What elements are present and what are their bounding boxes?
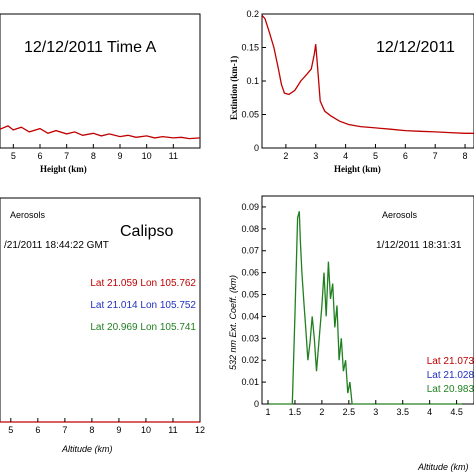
x-tick-label: 8 bbox=[91, 151, 96, 161]
annotation-top-right: 12/12/2011 bbox=[376, 39, 455, 56]
x-tick-label: 2.5 bbox=[343, 407, 356, 417]
y-tick-label: 0.09 bbox=[241, 202, 259, 212]
y-ticks-top-right: 0 0.05 0.1 0.15 0.2 bbox=[241, 9, 266, 153]
x-axis-label-bottom-left: Altitude (km) bbox=[61, 444, 113, 454]
annotation-bottom-left: Calipso bbox=[120, 223, 173, 240]
x-tick-label: 8 bbox=[89, 425, 94, 435]
series-lines-top-right bbox=[261, 14, 474, 134]
series-line-0 bbox=[268, 211, 462, 405]
y-tick-label: 0.02 bbox=[241, 355, 259, 365]
y-tick-label: 0.01 bbox=[241, 377, 259, 387]
x-tick-label: 4 bbox=[343, 151, 348, 161]
x-axis-label-top-left: Height (km) bbox=[40, 164, 87, 174]
series-lines-bottom-right bbox=[268, 211, 462, 405]
x-axis-label-top-right: Height (km) bbox=[334, 164, 381, 174]
x-tick-label: 9 bbox=[117, 151, 122, 161]
datetime-bottom-right: 1/12/2011 18:31:31 bbox=[376, 240, 462, 251]
x-tick-label: 3.5 bbox=[396, 407, 409, 417]
legend-entry: Lat 20.969 Lon 105.741 bbox=[90, 322, 196, 333]
x-tick-label: 4.5 bbox=[450, 407, 463, 417]
datetime-bottom-left: /21/2011 18:44:22 GMT bbox=[4, 240, 109, 251]
x-tick-label: 7 bbox=[433, 151, 438, 161]
x-tick-label: 6 bbox=[403, 151, 408, 161]
x-tick-label: 7 bbox=[64, 151, 69, 161]
y-tick-label: 0 bbox=[254, 143, 259, 153]
legend-entry: Lat 20.983 bbox=[427, 384, 474, 395]
y-tick-label: 0.06 bbox=[241, 268, 259, 278]
y-tick-label: 0.08 bbox=[241, 224, 259, 234]
legend-entry: Lat 21.059 Lon 105.762 bbox=[90, 278, 196, 289]
y-tick-label: 0.05 bbox=[241, 290, 259, 300]
x-axis-label-bottom-right: Altitude (km) bbox=[417, 462, 469, 472]
x-ticks-top-left: 5 6 7 8 9 10 11 bbox=[11, 144, 178, 161]
x-tick-label: 10 bbox=[142, 151, 152, 161]
y-tick-label: 0.03 bbox=[241, 333, 259, 343]
y-tick-label: 0.04 bbox=[241, 311, 259, 321]
x-tick-label: 1 bbox=[265, 407, 270, 417]
panel-bottom-right: 1 1.5 2 2.5 3 3.5 4 4.5 0 0.01 0.02 0.03 0.04 0.05 0.… bbox=[228, 195, 474, 472]
x-tick-label: 7 bbox=[62, 425, 67, 435]
x-tick-label: 9 bbox=[116, 425, 121, 435]
x-tick-label: 2 bbox=[283, 151, 288, 161]
x-tick-label: 11 bbox=[168, 425, 177, 435]
series-lines-top-left bbox=[0, 125, 201, 140]
x-tick-label: 10 bbox=[141, 425, 151, 435]
legend-entry: Lat 21.073 bbox=[427, 356, 474, 367]
legend-entry: Lat 21.028 bbox=[427, 370, 474, 381]
legend-bottom-left: Lat 21.059 Lon 105.762 Lat 21.014 Lon 105… bbox=[90, 278, 196, 333]
x-tick-label: 4 bbox=[427, 407, 432, 417]
x-tick-label: 2 bbox=[319, 407, 324, 417]
x-tick-label: 6 bbox=[35, 425, 40, 435]
x-tick-label: 11 bbox=[169, 151, 178, 161]
y-tick-label: 0.07 bbox=[241, 246, 259, 256]
y-axis-label-bottom-right: 532 nm Ext. Coeff. (km) bbox=[228, 275, 238, 370]
x-tick-label: 5 bbox=[8, 425, 13, 435]
x-tick-label: 8 bbox=[463, 151, 468, 161]
y-tick-label: 0.15 bbox=[241, 43, 259, 53]
y-tick-label: 0.05 bbox=[241, 110, 259, 120]
panel-top-left: 5 6 7 8 9 10 11 12/12/2011 Time A Height (km) bbox=[0, 13, 201, 174]
aerosols-label-bottom-left: Aerosols bbox=[10, 210, 46, 220]
x-tick-label: 12 bbox=[195, 425, 205, 435]
y-tick-label: 0 bbox=[254, 399, 259, 409]
x-tick-label: 5 bbox=[11, 151, 16, 161]
panel-top-right: 2 3 4 5 6 7 8 0 0.05 0.1 0.15 0.2 12/12/2011 Heigh… bbox=[229, 9, 474, 174]
x-ticks-bottom-right: 1 1.5 2 2.5 3 3.5 4 4.5 bbox=[265, 400, 463, 417]
x-tick-label: 5 bbox=[373, 151, 378, 161]
x-tick-label: 6 bbox=[37, 151, 42, 161]
legend-bottom-right: Lat 21.073 Lat 21.028 Lat 20.983 bbox=[427, 356, 474, 395]
x-tick-label: 1.5 bbox=[289, 407, 302, 417]
y-tick-label: 0.1 bbox=[246, 76, 259, 86]
series-line-0 bbox=[0, 125, 201, 140]
x-ticks-top-right: 2 3 4 5 6 7 8 bbox=[283, 144, 468, 161]
plot-frame-top-left bbox=[0, 13, 201, 149]
y-axis-label-top-right: Extintion (km-1) bbox=[229, 56, 239, 120]
x-tick-label: 3 bbox=[313, 151, 318, 161]
series-line-0 bbox=[261, 14, 474, 134]
x-ticks-bottom-left: 5 6 7 8 9 10 11 12 bbox=[8, 418, 205, 435]
annotation-top-left: 12/12/2011 Time A bbox=[24, 39, 157, 56]
x-tick-label: 3 bbox=[373, 407, 378, 417]
aerosols-label-bottom-right: Aerosols bbox=[382, 210, 418, 220]
legend-entry: Lat 21.014 Lon 105.752 bbox=[90, 300, 196, 311]
y-ticks-bottom-right: 0 0.01 0.02 0.03 0.04 0.05 0.06 0.07 0.08 0.09 bbox=[241, 202, 266, 409]
y-tick-label: 0.2 bbox=[246, 9, 259, 19]
panel-bottom-left: 5 6 7 8 9 10 11 12 Aerosols Calipso /21/2011 18… bbox=[0, 197, 205, 454]
